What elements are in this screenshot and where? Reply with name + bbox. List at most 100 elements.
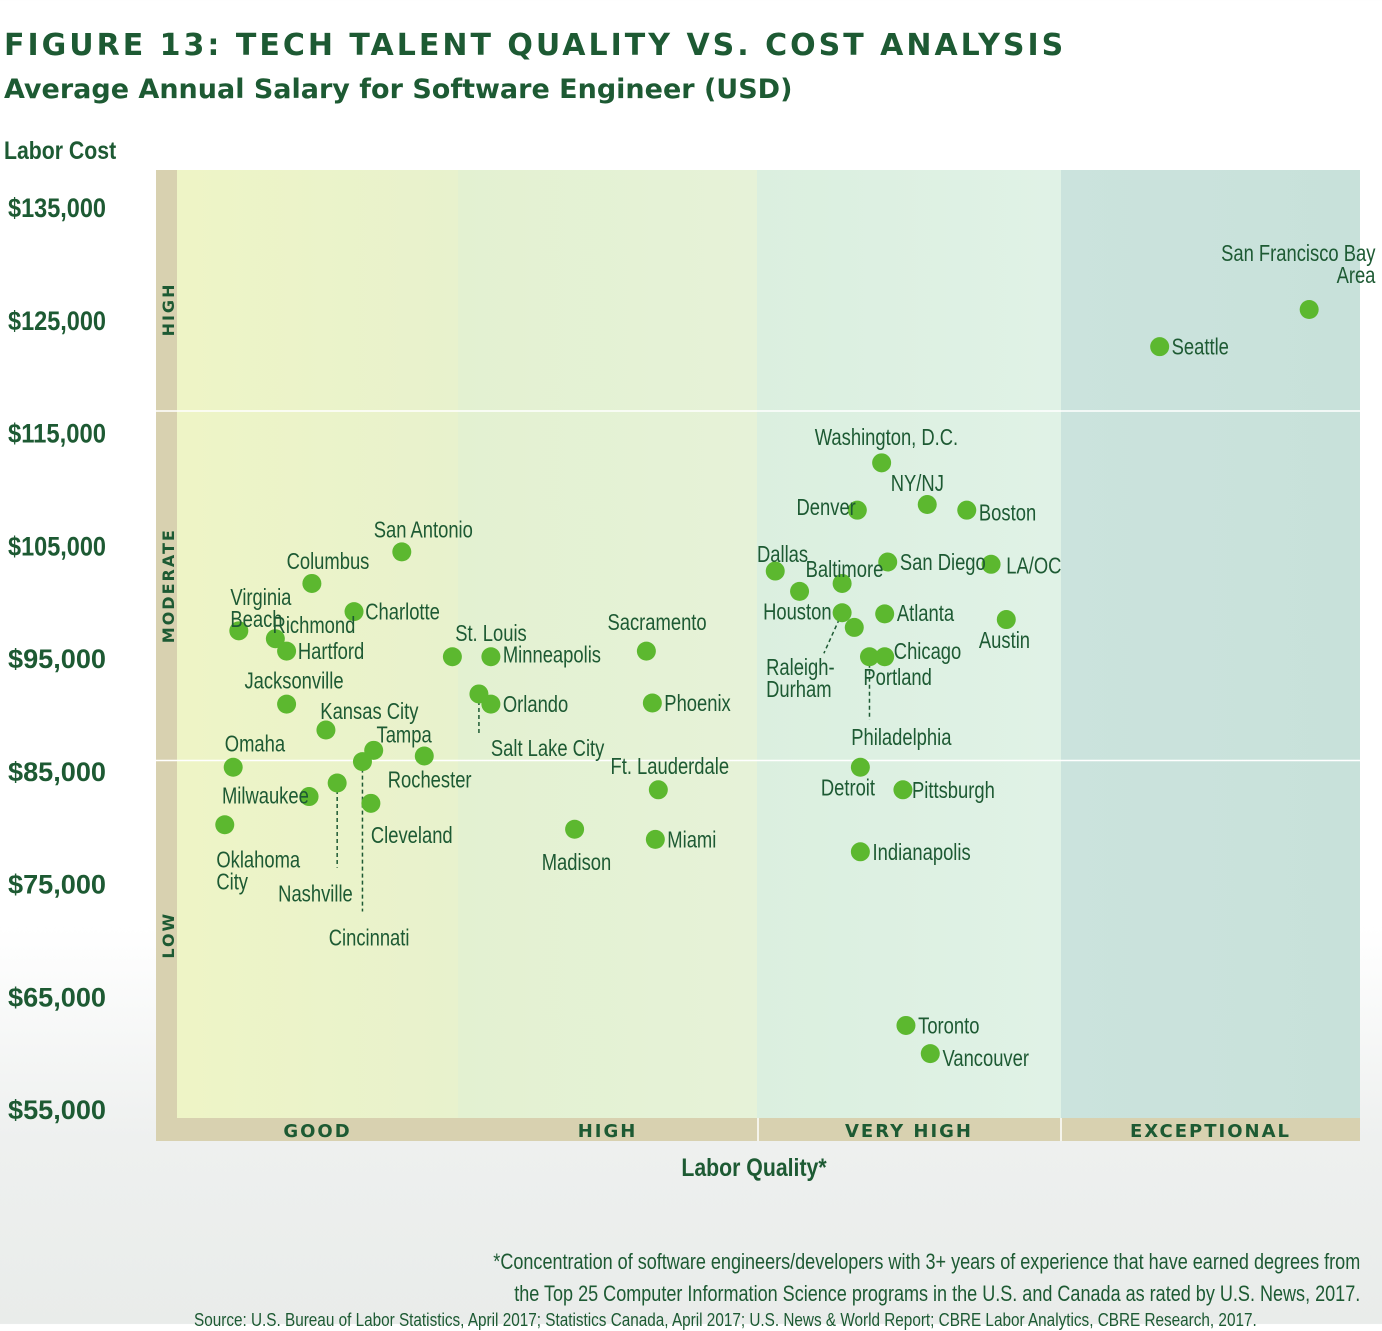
y-tick-label: $85,000 bbox=[8, 757, 106, 787]
point-label-toronto: Toronto bbox=[918, 1014, 979, 1039]
footnote-line-1: *Concentration of software engineers/dev… bbox=[493, 1249, 1360, 1274]
point-label-columbus: Columbus bbox=[287, 549, 370, 574]
point-label-dallas: Dallas bbox=[757, 542, 808, 567]
point-label-chicago: Chicago bbox=[894, 639, 961, 664]
point-label-san-antonio: San Antonio bbox=[374, 517, 473, 542]
y-band-label-low: LOW bbox=[159, 912, 178, 959]
point-omaha[interactable] bbox=[223, 757, 243, 777]
point-label-kansas-city: Kansas City bbox=[320, 699, 419, 724]
point-st-louis[interactable] bbox=[442, 647, 462, 667]
y-tick-label: $95,000 bbox=[8, 644, 106, 674]
point-salt-lake-city[interactable] bbox=[469, 684, 489, 704]
point-label-vancouver: Vancouver bbox=[942, 1046, 1029, 1071]
point-vancouver[interactable] bbox=[920, 1044, 940, 1064]
quadrant-good bbox=[177, 170, 458, 1118]
point-label-austin: Austin bbox=[979, 628, 1030, 653]
point-label-orlando: Orlando bbox=[503, 692, 568, 717]
x-axis-label: Labor Quality* bbox=[681, 1154, 827, 1182]
quadrant-exceptional bbox=[1061, 170, 1360, 1118]
y-band-label-moderate: MODERATE bbox=[159, 528, 178, 643]
point-label-phoenix: Phoenix bbox=[664, 691, 731, 716]
scatter-chart: HIGH MODERATE LOW GOOD HIGH VERY HIGH EXCEPTIO… bbox=[8, 170, 1376, 1142]
point-cleveland[interactable] bbox=[361, 793, 381, 813]
point-label-jacksonville: Jacksonville bbox=[244, 669, 343, 694]
point-madison[interactable] bbox=[565, 819, 585, 839]
point-raleigh-durham[interactable] bbox=[832, 603, 852, 623]
point-label-minneapolis: Minneapolis bbox=[503, 643, 601, 668]
point-san-francisco-bay-area[interactable] bbox=[1299, 299, 1319, 319]
point-label-sacramento: Sacramento bbox=[608, 610, 707, 635]
point-chicago[interactable] bbox=[844, 617, 864, 637]
point-label-portland: Portland bbox=[863, 665, 931, 690]
point-label-pittsburgh: Pittsburgh bbox=[912, 778, 995, 803]
y-axis-band bbox=[156, 170, 177, 1141]
point-label-washington-d-c: Washington, D.C. bbox=[815, 425, 958, 450]
point-label-philadelphia: Philadelphia bbox=[851, 725, 952, 750]
point-label-boston: Boston bbox=[979, 501, 1036, 526]
point-philadelphia[interactable] bbox=[875, 647, 895, 667]
point-label-atlanta: Atlanta bbox=[897, 601, 955, 626]
point-nashville[interactable] bbox=[327, 773, 347, 793]
point-jacksonville[interactable] bbox=[277, 694, 297, 714]
point-oklahoma-city[interactable] bbox=[215, 815, 235, 835]
point-hartford[interactable] bbox=[277, 641, 297, 661]
point-label-hartford: Hartford bbox=[298, 639, 364, 664]
point-toronto[interactable] bbox=[896, 1015, 916, 1035]
point-washington-d-c[interactable] bbox=[872, 453, 892, 473]
point-label-cincinnati: Cincinnati bbox=[329, 926, 410, 951]
y-tick-label: $125,000 bbox=[8, 306, 106, 336]
point-label-houston: Houston bbox=[763, 600, 831, 625]
point-label-baltimore: Baltimore bbox=[806, 557, 884, 582]
y-band-label-high: HIGH bbox=[159, 283, 178, 337]
point-seattle[interactable] bbox=[1150, 337, 1170, 357]
point-label-indianapolis: Indianapolis bbox=[873, 840, 971, 865]
point-minneapolis[interactable] bbox=[481, 647, 501, 667]
footnote: *Concentration of software engineers/dev… bbox=[493, 1246, 1360, 1310]
point-charlotte[interactable] bbox=[344, 602, 364, 622]
point-milwaukee[interactable] bbox=[299, 787, 319, 807]
point-richmond[interactable] bbox=[265, 629, 285, 649]
point-san-antonio[interactable] bbox=[392, 542, 412, 562]
point-label-seattle: Seattle bbox=[1172, 335, 1229, 360]
point-label-st-louis: St. Louis bbox=[455, 621, 527, 646]
point-austin[interactable] bbox=[996, 610, 1016, 630]
point-label-detroit: Detroit bbox=[821, 776, 875, 801]
point-ft-lauderdale[interactable] bbox=[648, 780, 668, 800]
point-label-la-oc: LA/OC bbox=[1006, 554, 1061, 579]
point-sacramento[interactable] bbox=[636, 641, 656, 661]
point-baltimore[interactable] bbox=[832, 573, 852, 593]
point-label-tampa: Tampa bbox=[377, 723, 433, 748]
point-san-diego[interactable] bbox=[878, 552, 898, 572]
point-ny-nj[interactable] bbox=[917, 495, 937, 515]
point-detroit[interactable] bbox=[850, 757, 870, 777]
point-rochester[interactable] bbox=[414, 746, 434, 766]
chart-title: FIGURE 13: TECH TALENT QUALITY VS. COST … bbox=[4, 28, 1067, 63]
point-cincinnati[interactable] bbox=[352, 752, 372, 772]
point-boston[interactable] bbox=[957, 500, 977, 520]
point-label-denver: Denver bbox=[797, 495, 856, 520]
point-phoenix[interactable] bbox=[642, 693, 662, 713]
point-houston[interactable] bbox=[790, 581, 810, 601]
point-columbus[interactable] bbox=[302, 573, 322, 593]
x-category-label: EXCEPTIONAL bbox=[1130, 1121, 1291, 1142]
point-portland[interactable] bbox=[859, 647, 879, 667]
point-la-oc[interactable] bbox=[981, 554, 1001, 574]
y-tick-label: $105,000 bbox=[8, 531, 106, 561]
point-virginia-beach[interactable] bbox=[229, 621, 249, 641]
point-atlanta[interactable] bbox=[875, 604, 895, 624]
footnote-line-2: the Top 25 Computer Information Science … bbox=[513, 1281, 1360, 1306]
point-kansas-city[interactable] bbox=[316, 720, 336, 740]
point-miami[interactable] bbox=[645, 829, 665, 849]
point-label-ny-nj: NY/NJ bbox=[891, 471, 944, 496]
y-tick-label: $55,000 bbox=[8, 1095, 106, 1125]
point-label-ft-lauderdale: Ft. Lauderdale bbox=[610, 754, 729, 779]
point-dallas[interactable] bbox=[765, 561, 785, 581]
y-tick-label: $115,000 bbox=[8, 419, 106, 449]
point-denver[interactable] bbox=[847, 500, 867, 520]
point-indianapolis[interactable] bbox=[850, 842, 870, 862]
point-label-cleveland: Cleveland bbox=[371, 823, 453, 848]
point-label-milwaukee: Milwaukee bbox=[222, 784, 309, 809]
point-label-san-diego: San Diego bbox=[900, 550, 986, 575]
quadrant-high bbox=[458, 170, 757, 1118]
point-pittsburgh[interactable] bbox=[893, 780, 913, 800]
